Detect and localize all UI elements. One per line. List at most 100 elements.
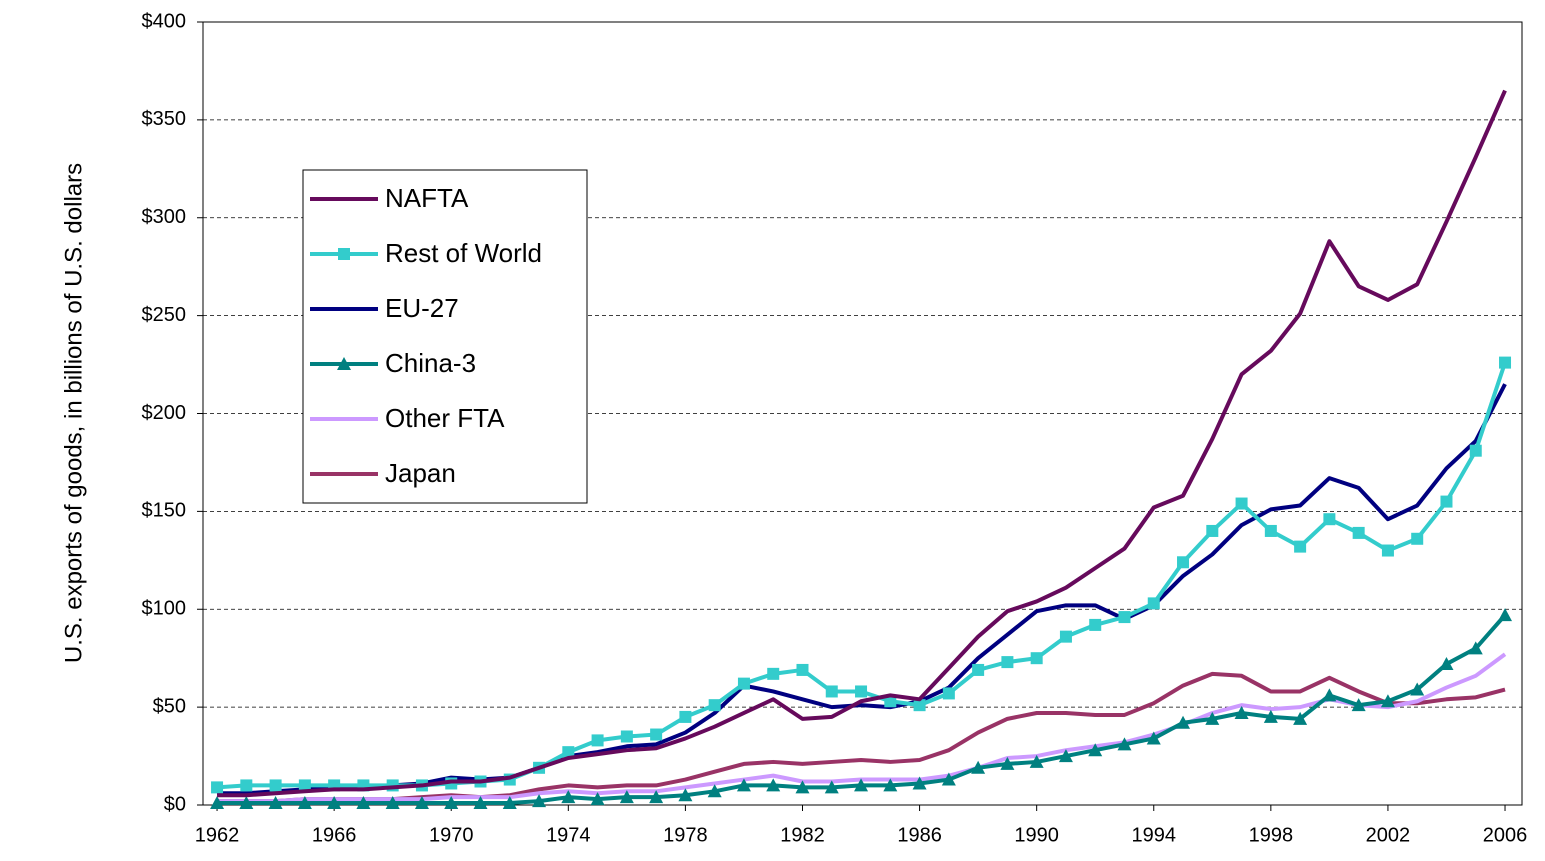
marker [1147,597,1160,610]
marker [971,760,986,774]
marker [913,699,926,712]
series [217,383,1507,796]
marker [941,772,956,786]
marker [1351,698,1366,712]
marker [649,790,664,804]
marker [678,788,693,802]
marker [1294,540,1307,553]
x-tick-label: 1966 [312,824,357,846]
marker [825,685,838,698]
marker [1059,630,1072,643]
marker [884,695,897,708]
x-tick-label: 2006 [1483,824,1528,846]
marker [1499,356,1512,369]
marker [620,730,633,743]
marker [502,796,517,810]
y-tick-label: $100 [142,598,187,620]
marker [327,796,342,810]
legend-label: China-3 [385,348,476,378]
marker [1323,513,1336,526]
marker [1440,495,1453,508]
marker [942,687,955,700]
marker [737,677,750,690]
legend-label: Other FTA [385,403,505,433]
marker [1000,756,1015,770]
marker [883,778,898,792]
marker [1264,524,1277,537]
marker [796,663,809,676]
marker [211,781,224,794]
legend-label: Japan [385,458,456,488]
marker [679,710,692,723]
marker [1381,544,1394,557]
marker [561,790,576,804]
marker [1411,532,1424,545]
y-tick-label: $0 [164,793,186,815]
marker [1117,737,1132,751]
series-line [217,383,1507,796]
marker [708,699,721,712]
marker [1439,657,1454,671]
marker [1030,652,1043,665]
legend-label: EU-27 [385,293,459,323]
y-tick-label: $50 [153,695,186,717]
series [210,608,1513,810]
marker [1235,497,1248,510]
legend-marker [338,248,350,260]
marker [1205,711,1220,725]
marker [269,779,282,792]
legend-label: NAFTA [385,183,469,213]
marker [1118,611,1131,624]
marker [414,796,429,810]
x-tick-label: 1962 [195,824,240,846]
marker [972,663,985,676]
marker [532,794,547,808]
series [217,89,1507,798]
marker [268,796,283,810]
x-tick-label: 1970 [429,824,474,846]
x-tick-label: 1978 [663,824,708,846]
marker [356,796,371,810]
marker [1322,688,1337,702]
y-tick-label: $150 [142,500,187,522]
marker [1001,656,1014,669]
marker [854,778,869,792]
marker [619,790,634,804]
marker [444,796,459,810]
marker [1293,711,1308,725]
y-axis-label: U.S. exports of goods, in billions of U.… [60,163,87,663]
legend-label: Rest of World [385,238,542,268]
marker [707,784,722,798]
y-tick-label: $250 [142,304,187,326]
marker [855,685,868,698]
marker [385,796,400,810]
marker [298,779,311,792]
marker [297,796,312,810]
series-line [217,613,1507,806]
marker [912,776,927,790]
marker [1088,743,1103,757]
legend: NAFTA Rest of World EU-27 China-3 Other FTA J… [302,169,588,504]
marker [1263,709,1278,723]
marker [1146,731,1161,745]
plot-frame [202,21,1523,806]
x-tick-label: 1974 [546,824,591,846]
x-tick-label: 1982 [780,824,825,846]
marker [473,796,488,810]
series-line [217,89,1507,798]
marker [240,779,253,792]
x-tick-label: 1998 [1249,824,1294,846]
marker [590,792,605,806]
series [211,356,1512,794]
marker [1089,618,1102,631]
y-tick-label: $400 [142,10,187,32]
marker [766,778,781,792]
marker [1058,749,1073,763]
marker [1410,682,1425,696]
marker [210,796,225,810]
legend-box [302,169,588,504]
marker [1029,754,1044,768]
marker [824,780,839,794]
x-tick-label: 1994 [1132,824,1177,846]
x-tick-label: 1986 [897,824,942,846]
